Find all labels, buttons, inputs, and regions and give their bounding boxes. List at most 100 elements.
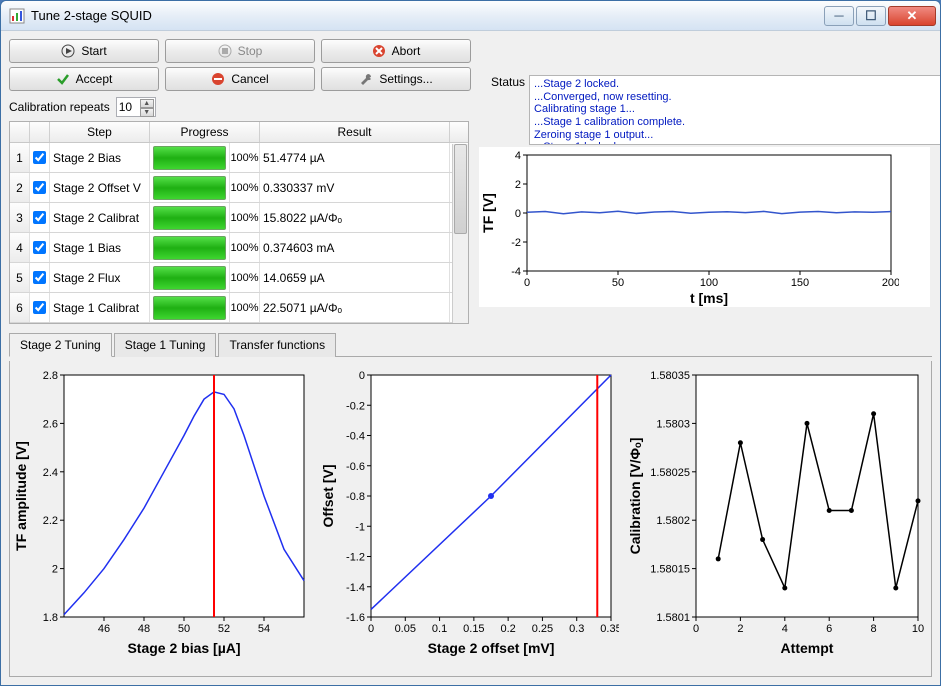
col-step: Step <box>50 122 150 142</box>
svg-text:50: 50 <box>612 277 624 289</box>
svg-text:0.05: 0.05 <box>395 623 416 635</box>
svg-text:200: 200 <box>882 277 899 289</box>
svg-text:0.35: 0.35 <box>600 623 619 635</box>
row-result: 15.8022 µA/Φₒ <box>260 203 450 232</box>
spin-up[interactable]: ▲ <box>140 99 154 108</box>
svg-text:-2: -2 <box>511 237 521 249</box>
svg-text:52: 52 <box>218 623 230 635</box>
status-label: Status <box>491 75 525 89</box>
row-step: Stage 2 Bias <box>50 143 150 172</box>
svg-text:Calibration [V/Φₒ]: Calibration [V/Φₒ] <box>627 438 643 555</box>
spin-down[interactable]: ▼ <box>140 108 154 117</box>
col-progress: Progress <box>150 122 260 142</box>
svg-text:4: 4 <box>515 150 521 162</box>
start-label: Start <box>81 44 106 58</box>
plot-offset: 00.050.10.150.20.250.30.35-1.6-1.4-1.2-1… <box>319 367 622 674</box>
abort-button[interactable]: Abort <box>321 39 471 63</box>
svg-text:0.3: 0.3 <box>569 623 584 635</box>
svg-text:0.2: 0.2 <box>500 623 515 635</box>
svg-text:1.8: 1.8 <box>43 612 58 624</box>
start-button[interactable]: Start <box>9 39 159 63</box>
svg-text:2.8: 2.8 <box>43 370 58 382</box>
svg-text:-4: -4 <box>511 266 521 278</box>
table-row[interactable]: 3 Stage 2 Calibrat 100% 15.8022 µA/Φₒ <box>10 203 468 233</box>
row-checkbox[interactable] <box>33 301 46 314</box>
tab-transfer-functions[interactable]: Transfer functions <box>218 333 336 357</box>
svg-text:2.4: 2.4 <box>43 467 58 479</box>
svg-text:0: 0 <box>359 370 365 382</box>
svg-text:-0.6: -0.6 <box>346 461 365 473</box>
content-area: Start Stop Abort Accept Cancel Settings.… <box>1 31 940 685</box>
row-checkbox[interactable] <box>33 151 46 164</box>
row-checkbox[interactable] <box>33 271 46 284</box>
svg-text:2: 2 <box>737 623 743 635</box>
svg-text:0: 0 <box>515 208 521 220</box>
svg-text:46: 46 <box>98 623 110 635</box>
steps-table: Step Progress Result 1 Stage 2 Bias 100%… <box>9 121 469 324</box>
svg-text:0.25: 0.25 <box>532 623 553 635</box>
maximize-button[interactable]: ☐ <box>856 6 886 26</box>
svg-text:-1.4: -1.4 <box>346 582 365 594</box>
tab-bar: Stage 2 Tuning Stage 1 Tuning Transfer f… <box>9 332 932 357</box>
cancel-button[interactable]: Cancel <box>165 67 315 91</box>
settings-label: Settings... <box>379 72 432 86</box>
plot-bias: 46485052541.822.22.42.62.8Stage 2 bias [… <box>12 367 315 674</box>
svg-text:1.5803: 1.5803 <box>656 418 690 430</box>
svg-text:100: 100 <box>700 277 718 289</box>
tab-stage2-tuning[interactable]: Stage 2 Tuning <box>9 333 112 357</box>
svg-text:1.58025: 1.58025 <box>650 467 690 479</box>
abort-label: Abort <box>392 44 421 58</box>
table-scrollbar[interactable] <box>452 144 468 323</box>
app-window: Tune 2-stage SQUID ─ ☐ ✕ Start Stop Abor… <box>0 0 941 686</box>
row-result: 0.330337 mV <box>260 173 450 202</box>
svg-text:Attempt: Attempt <box>781 640 834 656</box>
svg-text:1.5802: 1.5802 <box>656 515 690 527</box>
svg-text:150: 150 <box>791 277 809 289</box>
row-checkbox[interactable] <box>33 241 46 254</box>
row-checkbox[interactable] <box>33 181 46 194</box>
stop-button[interactable]: Stop <box>165 39 315 63</box>
accept-button[interactable]: Accept <box>9 67 159 91</box>
row-result: 51.4774 µA <box>260 143 450 172</box>
app-icon <box>9 8 25 24</box>
close-button[interactable]: ✕ <box>888 6 936 26</box>
svg-text:10: 10 <box>912 623 924 635</box>
calibration-repeats-label: Calibration repeats <box>9 100 110 114</box>
tab-stage1-tuning[interactable]: Stage 1 Tuning <box>114 333 217 357</box>
calibration-repeats-input[interactable]: 10 ▲▼ <box>116 97 156 117</box>
svg-text:6: 6 <box>826 623 832 635</box>
cancel-label: Cancel <box>231 72 268 86</box>
row-step: Stage 1 Bias <box>50 233 150 262</box>
svg-text:2.2: 2.2 <box>43 515 58 527</box>
play-icon <box>61 44 75 58</box>
table-row[interactable]: 6 Stage 1 Calibrat 100% 22.5071 µA/Φₒ <box>10 293 468 323</box>
svg-text:Stage 2 offset [mV]: Stage 2 offset [mV] <box>428 640 555 656</box>
table-row[interactable]: 5 Stage 2 Flux 100% 14.0659 µA <box>10 263 468 293</box>
svg-text:2.6: 2.6 <box>43 418 58 430</box>
svg-text:2: 2 <box>515 179 521 191</box>
settings-button[interactable]: Settings... <box>321 67 471 91</box>
svg-text:-1.2: -1.2 <box>346 552 365 564</box>
row-checkbox[interactable] <box>33 211 46 224</box>
wrench-icon <box>359 72 373 86</box>
row-step: Stage 2 Offset V <box>50 173 150 202</box>
svg-text:1.58035: 1.58035 <box>650 370 690 382</box>
svg-text:Stage 2 bias [µA]: Stage 2 bias [µA] <box>127 640 240 656</box>
table-row[interactable]: 4 Stage 1 Bias 100% 0.374603 mA <box>10 233 468 263</box>
table-row[interactable]: 1 Stage 2 Bias 100% 51.4774 µA <box>10 143 468 173</box>
plots-panel: 46485052541.822.22.42.62.8Stage 2 bias [… <box>9 361 932 677</box>
cancel-icon <box>211 72 225 86</box>
minimize-button[interactable]: ─ <box>824 6 854 26</box>
waveform-chart: 050100150200-4-2024t [ms]TF [V] <box>479 147 930 307</box>
svg-text:-0.8: -0.8 <box>346 491 365 503</box>
svg-text:TF [V]: TF [V] <box>480 193 496 233</box>
row-step: Stage 1 Calibrat <box>50 293 150 322</box>
status-log[interactable]: ...Stage 2 locked....Converged, now rese… <box>529 75 940 145</box>
table-row[interactable]: 2 Stage 2 Offset V 100% 0.330337 mV <box>10 173 468 203</box>
svg-text:-0.2: -0.2 <box>346 400 365 412</box>
svg-text:50: 50 <box>178 623 190 635</box>
svg-text:54: 54 <box>258 623 270 635</box>
row-result: 22.5071 µA/Φₒ <box>260 293 450 322</box>
svg-text:4: 4 <box>782 623 788 635</box>
abort-icon <box>372 44 386 58</box>
